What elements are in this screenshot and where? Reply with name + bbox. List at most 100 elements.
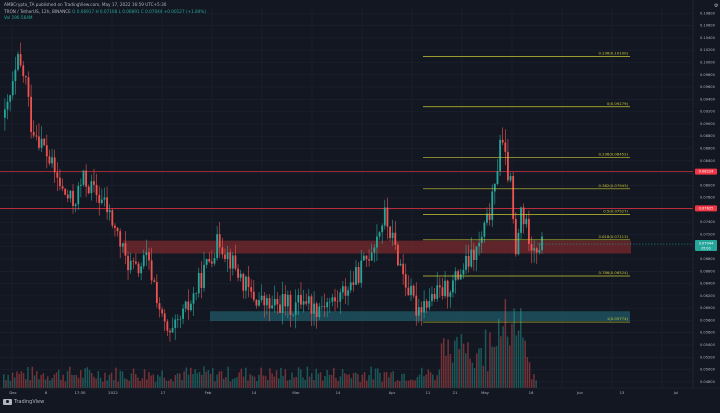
- volume-bar: [137, 377, 139, 388]
- volume-bar: [308, 376, 311, 388]
- candle-body: [357, 266, 360, 283]
- volume-bar: [399, 381, 401, 388]
- candle-body: [313, 303, 315, 314]
- volume-bar: [146, 379, 148, 388]
- candle-body: [525, 218, 528, 225]
- volume-bar: [262, 375, 265, 388]
- volume-bar: [355, 372, 357, 388]
- candle-body: [135, 261, 137, 264]
- candle-body: [491, 191, 494, 220]
- volume-bar: [515, 335, 518, 388]
- candle-body: [103, 197, 106, 200]
- volume-bar: [487, 371, 489, 388]
- candle-body: [6, 101, 9, 110]
- volume-bar: [229, 381, 232, 388]
- volume-bar: [108, 374, 111, 388]
- volume-bar: [165, 380, 168, 388]
- chart-legend: AMBCrypto_TA published on TradingView.co…: [4, 2, 206, 22]
- candle-body: [166, 321, 169, 331]
- volume-bar: [220, 371, 223, 388]
- y-tick-label: 0.08000: [700, 183, 716, 187]
- volume-bar: [251, 375, 254, 388]
- candle-body: [378, 232, 381, 237]
- candle-body: [538, 250, 541, 253]
- candle-body: [98, 195, 101, 203]
- candle-body: [252, 291, 255, 300]
- volume-bar: [418, 374, 421, 388]
- volume-bar: [388, 377, 390, 388]
- volume-bar: [75, 374, 78, 388]
- candle-body: [389, 226, 391, 239]
- candle-body: [273, 298, 276, 306]
- candle-body: [528, 218, 530, 244]
- y-tick-label: 0.09400: [700, 97, 716, 101]
- y-tick-label: 0.08800: [700, 134, 716, 138]
- candle-body: [237, 268, 239, 278]
- candle-body: [53, 157, 56, 173]
- candle-body: [373, 247, 376, 253]
- candle-body: [153, 280, 156, 282]
- volume-bar: [7, 374, 9, 388]
- volume-bar: [95, 378, 97, 388]
- volume-bar: [264, 375, 267, 388]
- candle-body: [355, 266, 357, 285]
- candle-body: [263, 295, 266, 306]
- candle-body: [59, 177, 61, 187]
- candle-body: [56, 172, 59, 178]
- volume-bar: [451, 362, 454, 388]
- candle-body: [116, 227, 119, 232]
- candle-body: [30, 96, 32, 133]
- volume-bar: [203, 366, 205, 388]
- volume-bar: [247, 380, 249, 388]
- volume-bar: [306, 366, 309, 388]
- volume-bar: [31, 366, 34, 388]
- volume-bar: [99, 377, 102, 388]
- candle-body: [182, 308, 184, 319]
- volume-bar: [71, 374, 73, 388]
- volume-bar: [443, 338, 445, 388]
- volume-bar: [275, 370, 278, 388]
- volume-bar: [522, 337, 524, 388]
- candle-body: [229, 252, 232, 269]
- volume-bar: [454, 340, 456, 388]
- y-tick-label: 0.07800: [700, 196, 716, 200]
- candle-body: [441, 287, 444, 296]
- volume-bar: [214, 381, 216, 388]
- volume-bar: [181, 380, 183, 388]
- volume-bar: [93, 376, 95, 388]
- candle-body: [148, 252, 150, 261]
- candle-body: [386, 207, 389, 227]
- gear-icon[interactable]: ⚙: [714, 3, 719, 9]
- volume-bar: [346, 374, 348, 388]
- volume-bar: [465, 353, 467, 388]
- candle-body: [501, 139, 504, 143]
- volume-bar: [207, 369, 210, 388]
- candle-body: [533, 248, 536, 251]
- candle-body: [284, 294, 287, 307]
- candle-body: [509, 175, 512, 181]
- current-price-countdown: 05:00: [701, 247, 710, 251]
- candle-body: [323, 306, 326, 308]
- volume-bar: [396, 380, 399, 388]
- x-tick-label: 14: [336, 390, 341, 395]
- candle-body: [43, 138, 46, 146]
- volume-bar: [212, 367, 214, 388]
- candle-body: [297, 294, 300, 303]
- volume-bar: [513, 308, 515, 388]
- volume-bar: [154, 381, 157, 388]
- candle-body: [69, 190, 72, 199]
- y-tick-label: 0.07200: [700, 232, 716, 236]
- volume-bar: [473, 368, 476, 388]
- volume-bar: [102, 381, 104, 388]
- candle-body: [397, 244, 399, 266]
- volume-bar: [531, 379, 533, 388]
- y-tick-label: 0.05600: [700, 331, 716, 335]
- volume-bar: [458, 349, 460, 388]
- volume-bar: [152, 374, 155, 388]
- volume-bar: [480, 347, 482, 388]
- candle-body: [190, 303, 192, 311]
- volume-bar: [434, 380, 436, 388]
- y-tick-label: 0.07400: [700, 220, 716, 224]
